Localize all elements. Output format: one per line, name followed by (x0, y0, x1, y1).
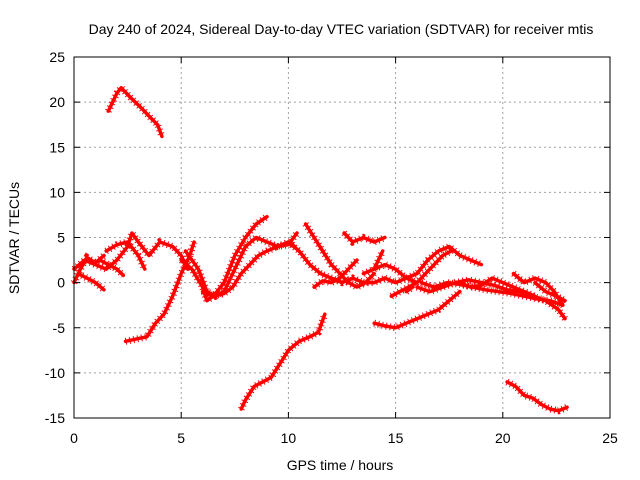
chart-title: Day 240 of 2024, Sidereal Day-to-day VTE… (89, 21, 594, 37)
x-tick-label: 0 (70, 430, 78, 446)
series-marks-arc-11 (238, 313, 329, 411)
y-tick-label: -15 (45, 410, 65, 426)
series-marks-arc-17 (371, 249, 386, 271)
series-marks-arc-15 (341, 230, 387, 247)
series-line-arc-20 (404, 285, 415, 294)
y-tick-label: 25 (49, 49, 65, 65)
series-marks-arc-24 (458, 274, 537, 300)
series-marks-arc-8 (178, 213, 269, 307)
y-tick-label: -10 (45, 365, 65, 381)
x-axis: 0 5 10 15 20 25 (70, 57, 618, 446)
grid-lines (74, 57, 610, 418)
y-tick-label: 5 (57, 230, 65, 246)
y-tick-label: 15 (49, 139, 65, 155)
series-marks-arc-6 (98, 256, 126, 278)
series-line-arc-18 (383, 244, 484, 285)
y-tick-label: 10 (49, 184, 65, 200)
series-marks-arc-21 (373, 288, 463, 332)
x-tick-label: 15 (388, 430, 404, 446)
series-marks-arc-23 (415, 276, 568, 321)
series-marks-arc-5 (104, 238, 148, 271)
series-line-arc-27 (505, 380, 569, 413)
series-marks-arc-27 (505, 378, 569, 415)
y-axis: -15 -10 -5 0 5 10 15 20 25 (45, 49, 610, 426)
series-line-arc-2 (72, 231, 190, 271)
x-tick-label: 20 (495, 430, 511, 446)
series-marks-arc-7 (124, 240, 198, 345)
series-marks-arc-4 (76, 270, 107, 293)
x-tick-label: 25 (602, 430, 618, 446)
series-line-arc-26 (533, 280, 567, 303)
series-marks-arc-10 (201, 238, 297, 300)
y-tick-label: 20 (49, 94, 65, 110)
series-marks-arc-3 (70, 252, 107, 285)
x-tick-label: 5 (177, 430, 185, 446)
x-axis-label: GPS time / hours (287, 457, 394, 473)
y-tick-label: -5 (53, 320, 66, 336)
y-axis-label: SDTVAR / TECUs (6, 182, 22, 294)
series-marks-arc-19 (389, 247, 453, 300)
series-marks-arc-1 (105, 82, 166, 138)
series-line-arc-10 (200, 240, 297, 298)
x-tick-label: 10 (281, 430, 297, 446)
series-marks-arc-14 (312, 257, 360, 290)
series-line-arc-21 (372, 289, 462, 330)
series-line-arc-11 (239, 312, 327, 411)
series-line-arc-1 (106, 85, 164, 139)
y-tick-label: 0 (57, 275, 65, 291)
data-series (70, 82, 569, 415)
